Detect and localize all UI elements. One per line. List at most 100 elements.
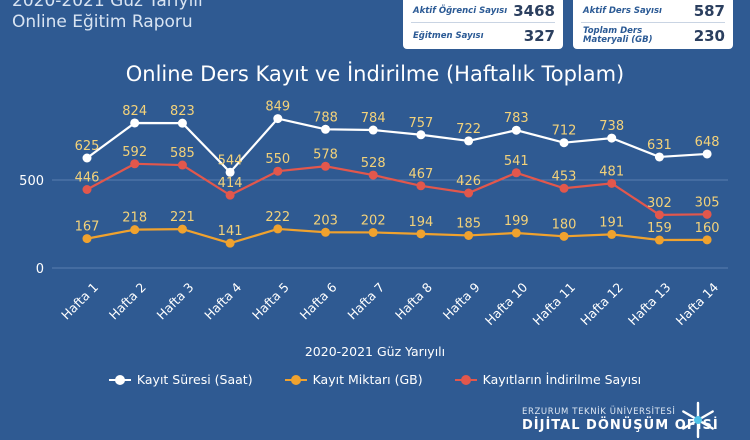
- data-point: [559, 231, 569, 241]
- data-label: 426: [456, 174, 481, 189]
- data-label: 788: [313, 110, 338, 125]
- legend-label-size: Kayıt Miktarı (GB): [312, 372, 423, 387]
- materials-label: Toplam Ders Materyali (GB): [583, 27, 653, 45]
- series-line-0: [86, 117, 708, 174]
- org-unit: DİJİTAL DÖNÜŞÜM OFİSİ: [522, 418, 719, 433]
- x-axis-label: 2020-2021 Güz Yarıyılı: [304, 344, 446, 359]
- data-point: [368, 170, 378, 180]
- legend-label-downloads: Kayıtların İndirilme Sayısı: [482, 372, 642, 387]
- chart-legend: Kayıt Süresi (Saat) Kayıt Miktarı (GB) K…: [0, 372, 750, 387]
- data-point: [464, 136, 474, 146]
- instructors-label: Eğitmen Sayısı: [413, 30, 484, 41]
- snowflake-logo-icon: [682, 401, 714, 439]
- data-label: 550: [265, 152, 290, 167]
- active-courses-label: Aktif Ders Sayısı: [583, 5, 662, 16]
- data-point: [559, 183, 569, 193]
- data-label: 631: [647, 138, 672, 153]
- data-point: [702, 209, 712, 219]
- data-point: [464, 230, 474, 240]
- y-tick-label: 0: [36, 262, 44, 277]
- data-label: 141: [218, 224, 243, 239]
- data-label: 849: [265, 100, 290, 115]
- report-title: Online Eğitim Raporu: [12, 12, 193, 32]
- legend-marker-size: [284, 374, 307, 385]
- data-label: 218: [122, 211, 147, 226]
- x-tick-label: Hafta 4: [201, 279, 244, 322]
- materials-label-line1: Toplam Ders: [583, 26, 643, 36]
- x-tick-label: Hafta 3: [154, 280, 197, 323]
- data-point: [321, 124, 330, 134]
- org-name: ERZURUM TEKNİK ÜNİVERSİTESİ: [522, 407, 676, 417]
- data-label: 199: [504, 214, 529, 229]
- data-point: [82, 185, 92, 195]
- x-tick-label: Hafta 5: [249, 280, 292, 323]
- data-point: [368, 227, 378, 237]
- data-label: 625: [75, 139, 100, 154]
- materials-label-line2: Materyali (GB): [583, 35, 653, 45]
- data-point: [464, 188, 474, 198]
- active-courses-value: 587: [693, 2, 725, 20]
- legend-label-duration: Kayıt Süresi (Saat): [136, 372, 253, 387]
- legend-item-duration: Kayıt Süresi (Saat): [108, 372, 253, 387]
- data-point: [82, 153, 92, 163]
- active-students-value: 3468: [513, 2, 555, 20]
- data-label: 202: [361, 213, 386, 228]
- data-label: 185: [456, 216, 481, 231]
- legend-marker-downloads: [454, 374, 477, 385]
- data-label: 481: [599, 164, 624, 179]
- data-label: 578: [313, 147, 338, 162]
- data-label: 824: [122, 104, 147, 119]
- data-label: 544: [218, 153, 243, 168]
- data-label: 222: [265, 210, 290, 225]
- x-tick-label: Hafta 8: [392, 279, 435, 322]
- data-point: [130, 225, 140, 235]
- data-label: 159: [647, 221, 672, 236]
- x-tick-label: Hafta 12: [577, 280, 626, 329]
- data-label: 203: [313, 213, 338, 228]
- data-label: 191: [599, 215, 624, 230]
- data-point: [225, 167, 235, 177]
- data-point: [273, 224, 283, 234]
- data-label: 467: [408, 167, 433, 182]
- data-point: [702, 235, 712, 245]
- y-tick-label: 500: [19, 174, 44, 189]
- data-label: 738: [599, 119, 624, 134]
- data-label: 446: [75, 171, 100, 186]
- data-point: [654, 152, 664, 162]
- legend-marker-duration: [108, 374, 131, 385]
- data-point: [416, 130, 426, 140]
- data-point: [416, 229, 426, 239]
- data-point: [702, 149, 712, 159]
- data-label: 712: [552, 124, 577, 139]
- x-tick-label: Hafta 13: [625, 280, 674, 329]
- x-tick-label: Hafta 6: [297, 279, 340, 322]
- series-line-1: [86, 227, 708, 245]
- card-divider: [581, 22, 725, 23]
- data-label: 305: [695, 195, 720, 210]
- active-students-label: Aktif Öğrenci Sayısı: [413, 5, 508, 16]
- data-label: 823: [170, 104, 195, 119]
- data-point: [82, 234, 92, 244]
- x-tick-label: Hafta 10: [482, 279, 531, 328]
- data-label: 180: [552, 217, 577, 232]
- data-label: 221: [170, 210, 195, 225]
- data-label: 757: [408, 116, 433, 131]
- data-label: 194: [408, 215, 433, 230]
- chart-title: Online Ders Kayıt ve İndirilme (Haftalık…: [125, 62, 625, 86]
- x-tick-label: Hafta 9: [440, 279, 483, 322]
- data-point: [559, 138, 569, 148]
- data-point: [177, 118, 187, 128]
- data-point: [273, 166, 283, 176]
- data-point: [654, 235, 664, 245]
- data-label: 453: [552, 169, 577, 184]
- data-label: 783: [504, 111, 529, 126]
- x-tick-label: Hafta 7: [344, 280, 387, 323]
- x-tick-label: Hafta 2: [106, 280, 149, 323]
- data-point: [368, 125, 378, 135]
- legend-item-downloads: Kayıtların İndirilme Sayısı: [454, 372, 642, 387]
- data-label: 648: [695, 135, 720, 150]
- data-point: [177, 224, 187, 234]
- data-point: [607, 133, 617, 143]
- data-point: [607, 229, 617, 239]
